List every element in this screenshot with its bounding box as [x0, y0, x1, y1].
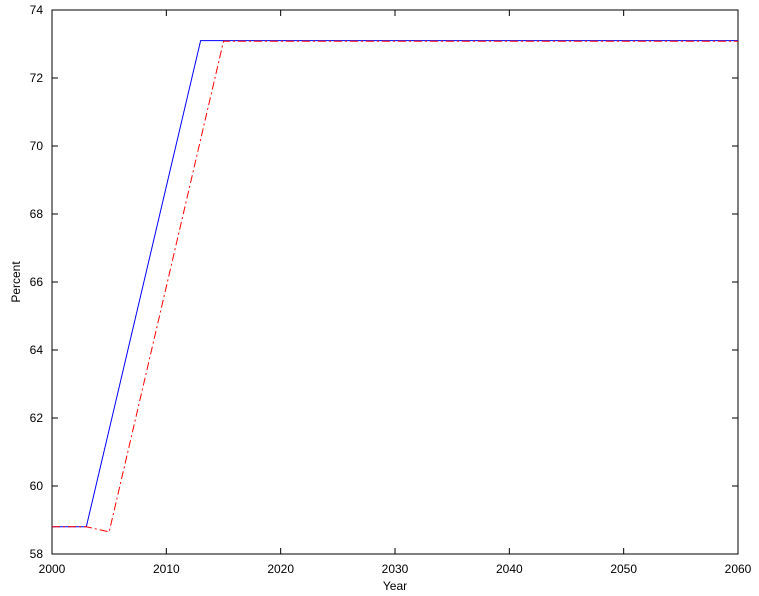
x-tick-label: 2050: [610, 562, 637, 576]
y-axis: 58 60 62 64 66 68 70 72 74: [30, 3, 738, 561]
y-tick-label: 70: [30, 139, 44, 153]
x-tick-label: 2040: [496, 562, 523, 576]
y-tick-label: 64: [30, 343, 44, 357]
series-layer: [52, 40, 738, 533]
y-tick-label: 72: [30, 71, 44, 85]
y-axis-title: Percent: [9, 261, 23, 303]
y-tick-label: 74: [30, 3, 44, 17]
y-tick-label: 68: [30, 207, 44, 221]
x-tick-label: 2060: [725, 562, 752, 576]
x-tick-label: 2000: [39, 562, 66, 576]
y-tick-label: 66: [30, 275, 44, 289]
x-tick-label: 2030: [382, 562, 409, 576]
y-tick-label: 62: [30, 411, 44, 425]
x-tick-label: 2020: [267, 562, 294, 576]
series-line-2: [52, 40, 738, 533]
y-tick-label: 60: [30, 479, 44, 493]
x-axis-title: Year: [383, 579, 407, 593]
plot-area: [51, 9, 739, 555]
y-tick-label: 58: [30, 547, 44, 561]
x-tick-label: 2010: [153, 562, 180, 576]
x-axis: 2000 2010 2020 2030 2040 2050 2060: [39, 10, 752, 576]
